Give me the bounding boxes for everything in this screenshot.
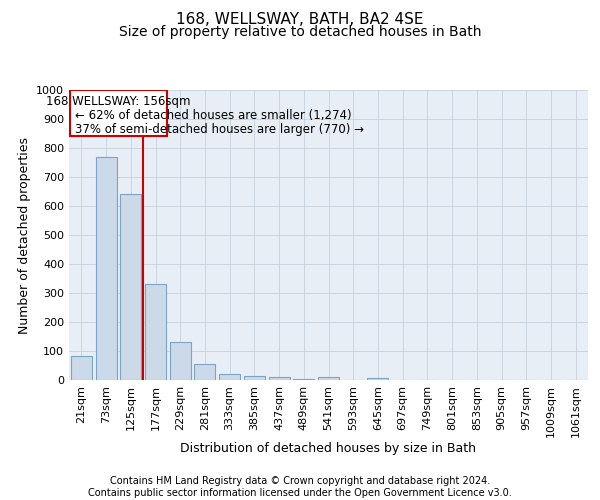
Bar <box>194 364 215 380</box>
Text: Contains HM Land Registry data © Crown copyright and database right 2024.: Contains HM Land Registry data © Crown c… <box>110 476 490 486</box>
Bar <box>95 156 116 380</box>
Bar <box>71 356 92 380</box>
Bar <box>120 194 141 380</box>
Text: 168 WELLSWAY: 156sqm: 168 WELLSWAY: 156sqm <box>46 95 191 108</box>
Bar <box>318 377 339 380</box>
Y-axis label: Number of detached properties: Number of detached properties <box>17 136 31 334</box>
Bar <box>244 376 265 380</box>
Text: 168, WELLSWAY, BATH, BA2 4SE: 168, WELLSWAY, BATH, BA2 4SE <box>176 12 424 28</box>
Text: 37% of semi-detached houses are larger (770) →: 37% of semi-detached houses are larger (… <box>76 123 364 136</box>
Bar <box>269 377 290 380</box>
FancyBboxPatch shape <box>70 90 167 136</box>
Bar <box>293 378 314 380</box>
Bar <box>367 378 388 380</box>
Bar <box>170 342 191 380</box>
Bar <box>145 284 166 380</box>
Text: Contains public sector information licensed under the Open Government Licence v3: Contains public sector information licen… <box>88 488 512 498</box>
Text: Size of property relative to detached houses in Bath: Size of property relative to detached ho… <box>119 25 481 39</box>
Text: ← 62% of detached houses are smaller (1,274): ← 62% of detached houses are smaller (1,… <box>76 109 352 122</box>
X-axis label: Distribution of detached houses by size in Bath: Distribution of detached houses by size … <box>181 442 476 456</box>
Bar <box>219 374 240 380</box>
